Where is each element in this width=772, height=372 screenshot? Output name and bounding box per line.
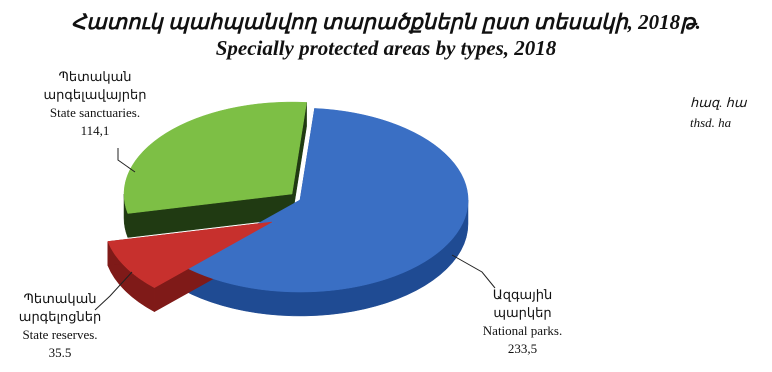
reserves-value: 35.5 bbox=[48, 345, 72, 360]
unit-label-english: thsd. ha bbox=[690, 115, 732, 130]
parks-label-en: National parks. bbox=[482, 323, 563, 338]
data-label-state-reserves: Պետական արգելոցներ State reserves. 35.5 bbox=[0, 290, 120, 362]
sanctuaries-leader-line bbox=[117, 148, 136, 173]
unit-label-armenian: հազ. հա bbox=[690, 95, 747, 110]
data-label-national-parks: Ազգային պարկեր National parks. 233,5 bbox=[455, 286, 590, 358]
chart-title-armenian: Հատուկ պահպանվող տարածքներն ըստ տեսակի, … bbox=[71, 10, 701, 34]
parks-label-am-2: պարկեր bbox=[493, 305, 552, 320]
reserves-label-am-2: արգելոցներ bbox=[18, 309, 102, 324]
reserves-label-am-1: Պետական bbox=[23, 291, 97, 306]
sanctuaries-label-en: State sanctuaries. bbox=[49, 105, 141, 120]
pie-slice-2 bbox=[123, 101, 307, 214]
sanctuaries-label-am-1: Պետական bbox=[58, 69, 132, 84]
reserves-label-en: State reserves. bbox=[22, 327, 98, 342]
pie-slice-1 bbox=[107, 221, 273, 288]
data-label-state-sanctuaries: Պետական արգելավայրեր State sanctuaries. … bbox=[20, 68, 170, 140]
sanctuaries-label-am-2: արգելավայրեր bbox=[43, 87, 147, 102]
parks-value: 233,5 bbox=[507, 341, 538, 356]
reserves-leader-line bbox=[94, 271, 133, 311]
sanctuaries-value: 114,1 bbox=[80, 123, 110, 138]
pie-slice-0 bbox=[181, 108, 469, 293]
parks-label-am-1: Ազգային bbox=[492, 287, 553, 302]
chart-title-english: Specially protected areas by types, 2018 bbox=[215, 36, 557, 60]
parks-leader-line bbox=[451, 254, 496, 289]
